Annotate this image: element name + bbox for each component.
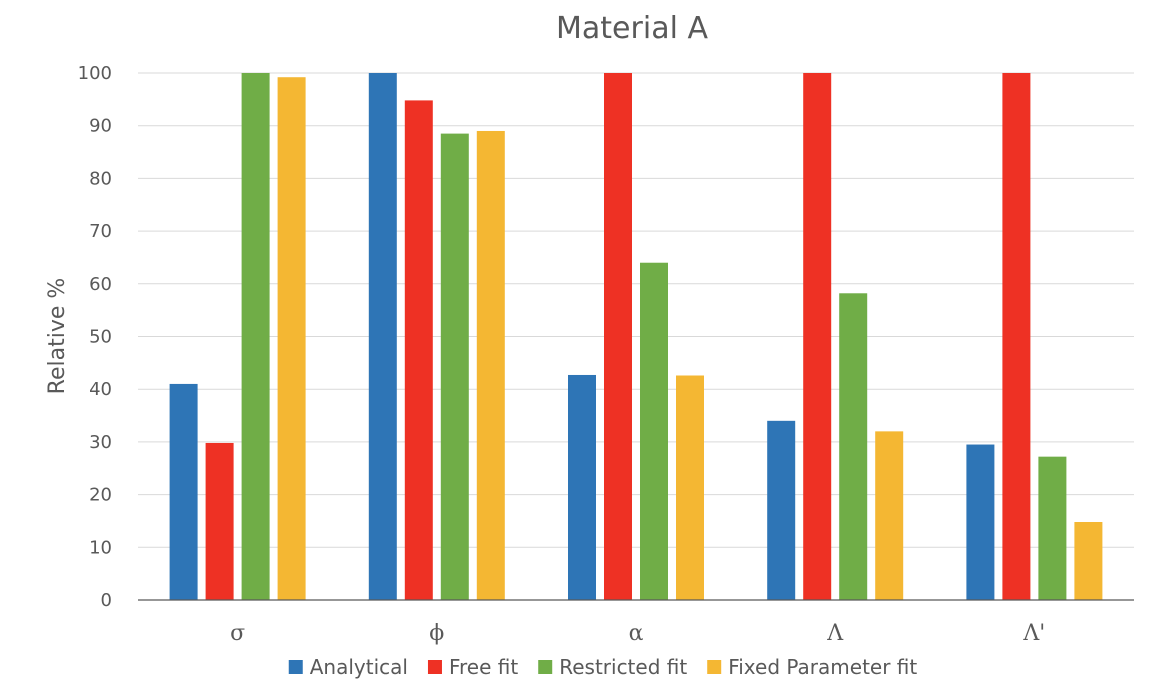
bar-free-fit: [205, 442, 234, 600]
bar-restricted-fit: [839, 293, 868, 600]
y-tick-label: 70: [89, 221, 112, 242]
bar-restricted-fit: [440, 133, 469, 601]
y-tick-label: 10: [89, 537, 112, 558]
bars: [169, 73, 1103, 601]
bar-fixed-parameter-fit: [676, 375, 704, 600]
bar-analytical: [368, 73, 397, 600]
legend-swatch: [538, 660, 553, 674]
bar-fixed-parameter-fit: [1074, 522, 1103, 600]
y-tick-label: 0: [101, 590, 112, 611]
legend-label: Analytical: [310, 655, 408, 679]
y-tick-label: 20: [89, 485, 112, 506]
bar-restricted-fit: [640, 262, 668, 600]
legend-label: Restricted fit: [559, 655, 687, 679]
bar-restricted-fit: [241, 73, 270, 600]
legend-swatch: [707, 660, 722, 674]
bar-fixed-parameter-fit: [875, 431, 904, 600]
bar-analytical: [568, 374, 596, 600]
y-tick-label: 90: [89, 116, 112, 137]
y-tick-label: 100: [78, 63, 112, 84]
y-tick-label: 30: [89, 432, 112, 453]
x-category-label: ϕ: [429, 621, 444, 646]
x-axis-categories: σ ϕ α Λ Λ': [230, 621, 1045, 646]
legend-item: Analytical: [288, 655, 408, 679]
bar-free-fit: [803, 73, 832, 600]
legend-swatch: [427, 660, 442, 674]
y-axis-ticks: 0 10 20 30 40 50 60 70 80 90 100: [78, 63, 112, 611]
bar-restricted-fit: [1038, 456, 1067, 600]
bar-fixed-parameter-fit: [277, 77, 306, 600]
bar-free-fit: [404, 100, 433, 601]
y-axis-title: Relative %: [45, 278, 70, 395]
bar-fixed-parameter-fit: [476, 130, 505, 600]
legend-item: Free fit: [427, 655, 518, 679]
legend-item: Fixed Parameter fit: [707, 655, 917, 679]
bar-analytical: [767, 420, 796, 600]
x-category-label: Λ: [826, 621, 844, 646]
legend-item: Restricted fit: [538, 655, 687, 679]
legend-swatch: [288, 660, 303, 674]
y-tick-label: 50: [89, 327, 112, 348]
bar-analytical: [169, 383, 198, 600]
x-category-label: Λ': [1022, 621, 1045, 646]
legend-label: Free fit: [449, 655, 518, 679]
legend: Analytical Free fit Restricted fit Fixed Pa…: [288, 655, 917, 679]
y-tick-label: 80: [89, 168, 112, 189]
chart-title: Material A: [556, 11, 708, 46]
x-category-label: σ: [230, 621, 245, 646]
bar-free-fit: [604, 73, 632, 600]
legend-label: Fixed Parameter fit: [728, 655, 917, 679]
y-tick-label: 40: [89, 379, 112, 400]
x-category-label: α: [629, 621, 644, 646]
bar-free-fit: [1002, 73, 1031, 600]
y-tick-label: 60: [89, 274, 112, 295]
bar-analytical: [966, 444, 995, 600]
